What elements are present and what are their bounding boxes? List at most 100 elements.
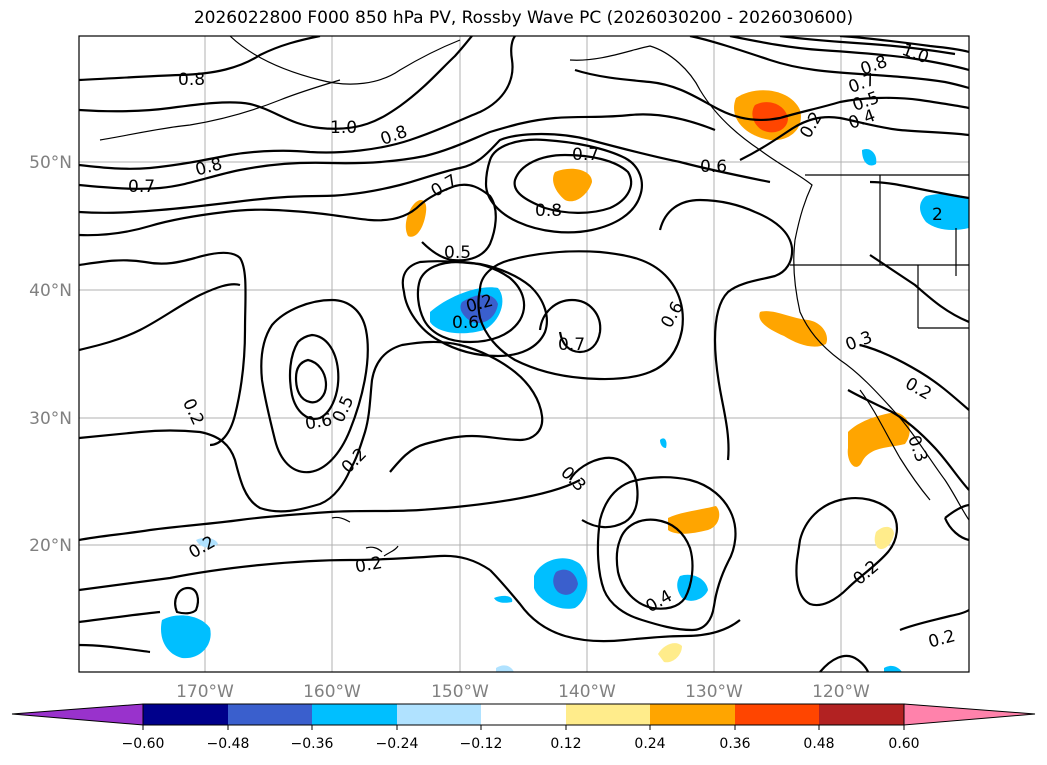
cool-anomaly (660, 438, 667, 448)
us-west-coast (793, 239, 969, 521)
contour-labels: 0.8 1.0 0.8 0.8 0.7 0.7 0.7 0.8 0.6 0.8 … (128, 40, 957, 652)
cool-anomaly (862, 148, 877, 166)
contour-label: 2 (932, 205, 943, 225)
contour-line (795, 496, 898, 607)
colorbar-segment (650, 704, 735, 725)
contour-label: 0.8 (178, 70, 205, 90)
contour-line (538, 298, 602, 354)
lon-label: 170°W (176, 682, 234, 702)
contour-line (288, 333, 340, 420)
contour-line (819, 654, 870, 672)
lon-label: 160°W (303, 682, 361, 702)
colorbar-tick-label: 0.24 (634, 736, 665, 752)
contour-line (943, 503, 969, 542)
contour-line (79, 283, 241, 352)
lon-label: 130°W (685, 682, 743, 702)
contour-label: 1.0 (330, 118, 357, 138)
contour-line (79, 610, 161, 624)
colorbar-tick-label: 0.36 (719, 736, 750, 752)
gridlines (79, 36, 969, 672)
contour-label: 0.6 (304, 410, 334, 434)
cool-anomaly (884, 665, 902, 672)
contour-line (574, 68, 969, 121)
lon-label: 150°W (431, 682, 489, 702)
contour-label: 0.5 (444, 243, 471, 263)
contour-line (79, 643, 151, 654)
contour-line (658, 198, 794, 461)
contour-line (779, 36, 956, 56)
colorbar-tick-label: −0.48 (207, 736, 250, 752)
cool-anomaly (196, 537, 218, 548)
contour-line (477, 250, 684, 381)
contour-line (489, 569, 741, 643)
contour-line (79, 36, 473, 130)
contour-line (174, 586, 199, 615)
colorbar: −0.60 −0.48 −0.36 −0.24 −0.12 0.12 0.24 … (11, 703, 1036, 752)
contour-line (260, 298, 369, 474)
hawaiian-islands (331, 516, 399, 557)
cool-anomaly (920, 193, 969, 230)
baja-peninsula (859, 389, 931, 501)
warm-anomaly (405, 200, 427, 237)
lat-label: 30°N (29, 409, 72, 429)
colorbar-outline (142, 703, 905, 726)
contour-line (79, 429, 352, 513)
alaska-coast (229, 36, 461, 85)
colorbar-segment (819, 704, 904, 725)
cool-anomaly (677, 574, 708, 601)
contour-line (899, 609, 969, 632)
colorbar-tick-label: 0.48 (803, 736, 834, 752)
contour-label: 0.2 (354, 553, 384, 577)
contour-label: 0.6 (700, 157, 727, 177)
warm-anomaly (553, 168, 592, 202)
map-area (79, 36, 969, 672)
contour-line (349, 340, 544, 473)
pv-contours (79, 36, 969, 672)
map-title: 2026022800 F000 850 hPa PV, Rossby Wave … (193, 8, 854, 28)
contour-line (847, 389, 969, 491)
contour-label: 0.7 (128, 177, 155, 197)
contour-line (79, 36, 321, 82)
contour-line (869, 180, 969, 200)
colorbar-segment (566, 704, 650, 725)
contour-label: 0.8 (535, 201, 562, 221)
cool-anomaly (494, 595, 513, 603)
colorbar-tick-label: 0.12 (550, 736, 581, 752)
contour-line (79, 251, 247, 447)
contour-line (79, 554, 491, 592)
contour-label: 0.7 (572, 145, 599, 165)
contour-line (79, 132, 771, 214)
warm-anomaly (759, 311, 828, 347)
cool-anomaly (160, 615, 211, 659)
contour-line (839, 36, 969, 54)
colorbar-tick-label: 0.60 (888, 736, 919, 752)
shaded-anomalies (160, 90, 969, 672)
warm-anomaly (668, 506, 720, 534)
contour-label: 0.6 (452, 313, 479, 333)
latitude-labels: 50°N 40°N 30°N 20°N (29, 153, 72, 556)
contour-line (596, 476, 737, 632)
colorbar-segment (397, 704, 481, 725)
contour-line (615, 518, 694, 610)
warm-anomaly (847, 412, 910, 467)
colorbar-extend-high (903, 703, 1036, 726)
contour-line (79, 479, 581, 542)
contour-line (294, 358, 328, 404)
aleutian-islands (99, 79, 341, 141)
contour-line (869, 254, 969, 324)
cool-anomaly (553, 569, 578, 595)
contour-line (484, 138, 643, 234)
map-frame (78, 35, 970, 673)
colorbar-segment (735, 704, 819, 725)
contour-line (859, 343, 969, 411)
contour-line (79, 36, 516, 170)
colorbar-segment (312, 704, 397, 725)
colorbar-extend-low (11, 703, 144, 726)
colorbar-tick-label: −0.24 (376, 736, 419, 752)
longitude-labels: 170°W 160°W 150°W 140°W 130°W 120°W (176, 682, 870, 702)
contour-line (739, 116, 969, 161)
colorbar-tick-label: −0.12 (460, 736, 503, 752)
contour-label: 0.7 (558, 335, 585, 355)
lon-label: 140°W (558, 682, 616, 702)
